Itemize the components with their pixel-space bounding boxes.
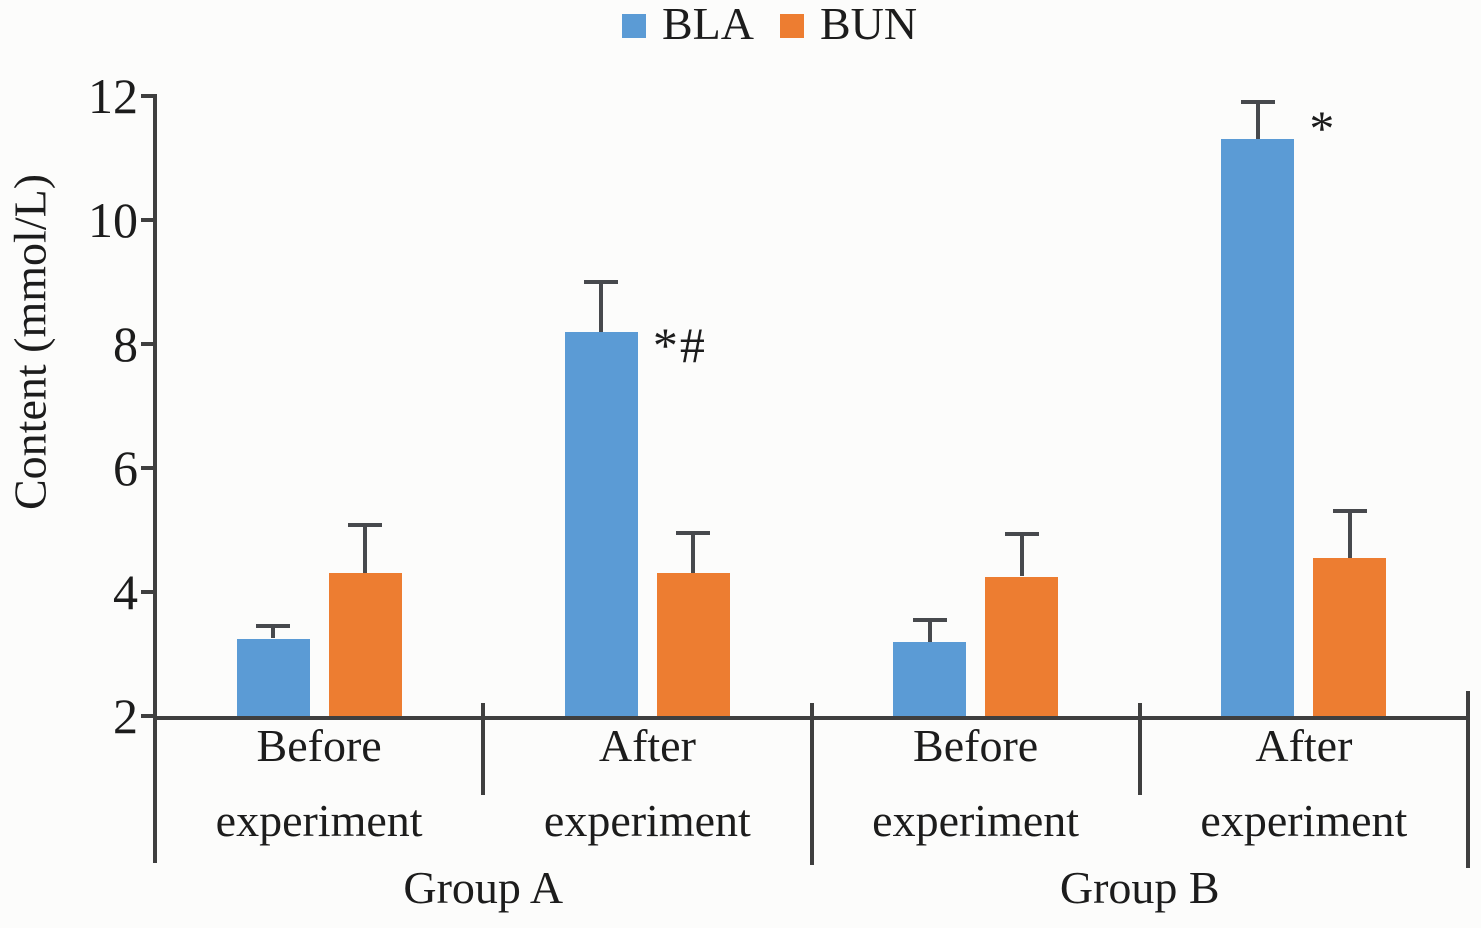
y-tick-10 [141, 218, 154, 222]
error-bar-stem [691, 533, 696, 574]
error-bar-stem [271, 626, 276, 639]
error-bar-cap [584, 280, 619, 284]
y-tick-label-4: 4 [113, 564, 138, 620]
error-bar-cap [256, 624, 291, 629]
bar-bla-1 [564, 331, 638, 716]
error-bar-cap [1240, 100, 1275, 105]
error-bar-cap [348, 523, 383, 528]
error-bar-stem [599, 282, 604, 332]
bar-bun-0 [328, 573, 402, 716]
separator-minor [481, 703, 486, 795]
y-tick-label-2: 2 [113, 688, 138, 744]
legend-swatch-bun [780, 14, 804, 38]
y-tick-label-12: 12 [88, 68, 138, 124]
separator-right [1466, 691, 1470, 868]
y-tick-6 [141, 466, 154, 470]
bar-bun-2 [985, 576, 1059, 716]
legend-swatch-bla [622, 14, 646, 38]
error-bar-cap [912, 617, 947, 622]
legend-label: BUN [820, 0, 918, 49]
x-label-tier2-1: experiment [543, 795, 751, 846]
y-tick-8 [141, 342, 154, 346]
error-bar-cap [1332, 509, 1367, 514]
y-tick-4 [141, 590, 154, 594]
legend-label: BLA [662, 0, 754, 49]
x-group-label-1: Group B [1059, 862, 1220, 913]
legend-entry-bun: BUN [780, 0, 918, 49]
significance-annotation-3: * [1309, 100, 1337, 157]
separator-group [809, 703, 814, 865]
error-bar-cap [1004, 532, 1039, 537]
error-bar-stem [363, 525, 368, 574]
legend: BLA BUN [622, 0, 918, 49]
y-tick-label-10: 10 [88, 192, 138, 248]
x-label-tier1-1: After [598, 720, 696, 771]
x-label-tier2-2: experiment [872, 795, 1080, 846]
bar-bun-1 [656, 573, 730, 716]
legend-entry-bla: BLA [622, 0, 754, 49]
x-label-tier2-3: experiment [1200, 795, 1408, 846]
bar-bla-2 [893, 641, 967, 716]
bar-bla-0 [236, 638, 310, 716]
x-label-tier1-0: Before [256, 720, 382, 771]
y-tick-label-8: 8 [113, 316, 138, 372]
bar-bla-3 [1221, 139, 1295, 716]
x-label-tier2-0: experiment [215, 795, 423, 846]
x-label-tier1-2: Before [913, 720, 1039, 771]
bar-bun-3 [1313, 557, 1387, 716]
y-tick-12 [141, 94, 154, 98]
significance-annotation-1: *# [652, 316, 707, 373]
x-label-tier1-3: After [1255, 720, 1353, 771]
error-bar-cap [676, 531, 711, 536]
error-bar-stem [1019, 534, 1024, 577]
x-group-label-0: Group A [403, 862, 564, 913]
error-bar-stem [1255, 102, 1260, 140]
y-tick-2 [141, 714, 154, 718]
separator-minor [1137, 703, 1142, 795]
error-bar-stem [927, 619, 932, 642]
y-axis-line [153, 94, 157, 863]
y-tick-label-6: 6 [113, 440, 138, 496]
error-bar-stem [1347, 511, 1352, 558]
